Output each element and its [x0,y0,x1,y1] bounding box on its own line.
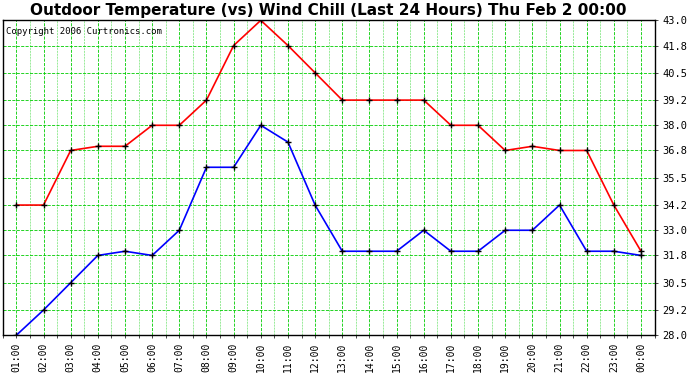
Title: Outdoor Temperature (vs) Wind Chill (Last 24 Hours) Thu Feb 2 00:00: Outdoor Temperature (vs) Wind Chill (Las… [30,3,627,18]
Text: Copyright 2006 Curtronics.com: Copyright 2006 Curtronics.com [6,27,162,36]
